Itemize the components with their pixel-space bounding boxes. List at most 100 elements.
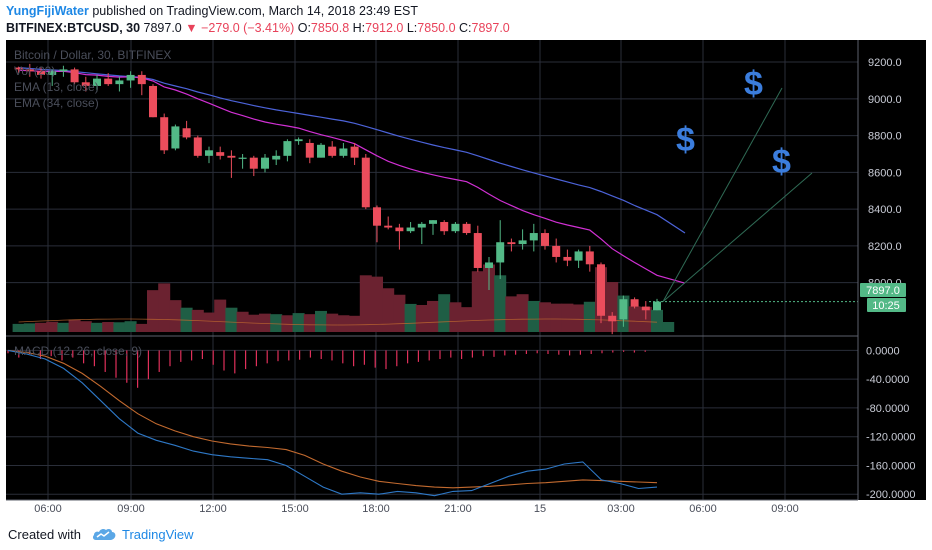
candle-body [417, 223, 426, 228]
volume-bar [483, 264, 495, 332]
volume-bar [527, 300, 540, 332]
volume-bar [135, 323, 148, 332]
volume-bar [292, 313, 305, 332]
volume-bar [225, 307, 238, 332]
volume-bar [169, 300, 182, 332]
last-price-badge [860, 283, 906, 297]
candle-body [126, 74, 135, 81]
candle-body [473, 233, 482, 268]
x-tick-label: 06:00 [689, 503, 717, 515]
chart-area[interactable]: 06:00 09:00 12:00 15:00 18:00 21:00 15 03:00 06:… [0, 40, 932, 518]
x-tick-label: 09:00 [771, 503, 799, 515]
volume-bar [393, 294, 406, 332]
volume-bar [583, 301, 596, 332]
volume-bar [561, 303, 574, 332]
publish-info: published on TradingView.com, March 14, … [92, 4, 419, 18]
price-tick-label: 8800.0 [868, 131, 902, 143]
candle-body [619, 299, 628, 320]
candle-body [37, 71, 45, 75]
candle-body [529, 233, 538, 241]
volume-bar [303, 314, 316, 332]
volume-bar [427, 300, 439, 332]
volume-bar [550, 303, 563, 332]
candle-body [552, 245, 561, 257]
candle-body [395, 227, 404, 232]
volume-bar [471, 271, 484, 332]
created-with-text: Created with [8, 527, 81, 542]
open-label: O: [297, 21, 311, 35]
volume-bar [404, 303, 417, 332]
candle-body [429, 220, 437, 224]
x-tick-label: 06:00 [34, 503, 62, 515]
tradingview-brand[interactable]: TradingView [122, 527, 194, 542]
candle-body [507, 242, 516, 245]
price-tick-label: 9000.0 [868, 94, 902, 106]
chart-background [6, 40, 926, 500]
x-tick-label: 03:00 [607, 503, 635, 515]
candle-body [496, 242, 505, 263]
candle-body [115, 80, 124, 85]
candle-body [59, 69, 68, 72]
candle-body [81, 82, 90, 86]
volume-bars [12, 264, 675, 332]
volume-bar [23, 323, 36, 332]
candle-body [283, 141, 292, 156]
volume-bar [415, 305, 428, 332]
macd-signal-line [7, 349, 658, 489]
macd-pane [7, 349, 658, 497]
macd-tick-label: -160.0000 [866, 460, 916, 472]
legend-ema34: EMA (34, close) [14, 96, 99, 110]
candle-body [317, 144, 325, 158]
down-arrow-icon: ▼ [185, 21, 198, 35]
volume-bar [326, 313, 339, 332]
volume-bar [438, 294, 451, 332]
candle-body [171, 126, 180, 149]
legend-volume: Vol (20) [14, 64, 55, 78]
candle-body [193, 137, 202, 156]
grid [6, 40, 858, 500]
candle-body [216, 152, 225, 156]
high-label: H: [352, 21, 366, 35]
dollar-sign-3[interactable]: $ [772, 143, 791, 181]
volume-bar [460, 307, 473, 332]
symbol-label[interactable]: BITFINEX:BTCUSD, 30 [6, 21, 141, 35]
candle-body [272, 155, 281, 160]
header: YungFijiWater published on TradingView.c… [0, 0, 932, 40]
candle-body [384, 225, 393, 228]
candle-body [227, 155, 236, 158]
low-label: L: [406, 21, 418, 35]
candle-body [653, 301, 661, 311]
candle-body [597, 264, 605, 316]
volume-bar [214, 299, 227, 332]
x-tick-label: 09:00 [117, 503, 145, 515]
candles [14, 63, 661, 335]
trend-drawings[interactable] [649, 87, 858, 303]
volume-bar [35, 322, 47, 332]
candle-body [451, 223, 460, 232]
macd-line [7, 349, 658, 497]
candle-body [70, 69, 79, 83]
dollar-sign-2[interactable]: $ [744, 65, 763, 103]
volume-bar [348, 315, 361, 332]
volume-bar [236, 311, 249, 332]
candle-body [485, 262, 493, 268]
ohlc-line: BITFINEX:BTCUSD, 30 7897.0 ▼ −279.0 (−3.… [6, 21, 510, 35]
candle-body [373, 207, 381, 226]
dollar-sign-1[interactable]: $ [676, 121, 695, 159]
macd-tick-label: -200.0000 [866, 489, 916, 501]
author-link[interactable]: YungFijiWater [6, 4, 89, 18]
volume-bar [337, 315, 350, 332]
volume-bar [158, 283, 171, 332]
volume-bar [359, 275, 372, 332]
candle-body [182, 128, 191, 138]
candle-body [205, 150, 213, 156]
legend-ema13: EMA (13, close) [14, 80, 99, 94]
volume-bar [572, 304, 585, 332]
open-value: 7850.8 [310, 21, 350, 35]
volume-ma-line [18, 318, 658, 326]
volume-bar [147, 290, 159, 332]
candle-body [608, 315, 617, 322]
candle-body [518, 240, 527, 245]
candle-body [350, 146, 359, 158]
last-price-badge-text: 7897.0 [866, 285, 900, 297]
